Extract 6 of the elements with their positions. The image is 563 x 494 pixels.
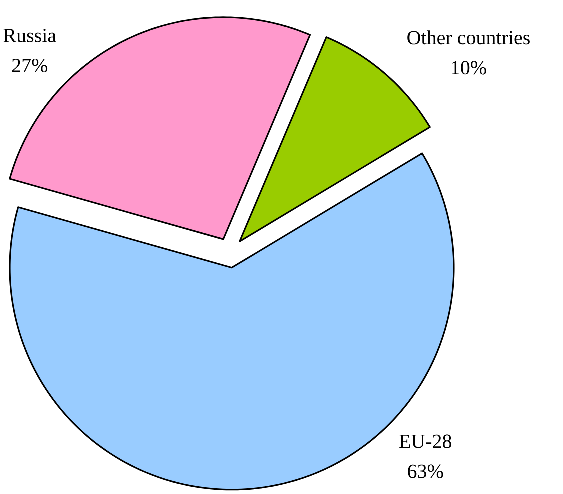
slice-label: EU-28 xyxy=(400,434,452,448)
slice-label: Other countries xyxy=(408,30,530,45)
slice-label: Russia xyxy=(4,29,56,42)
data-label: 10% xyxy=(452,61,486,75)
data-label: 63% xyxy=(408,464,444,478)
data-label: 27% xyxy=(12,58,48,73)
